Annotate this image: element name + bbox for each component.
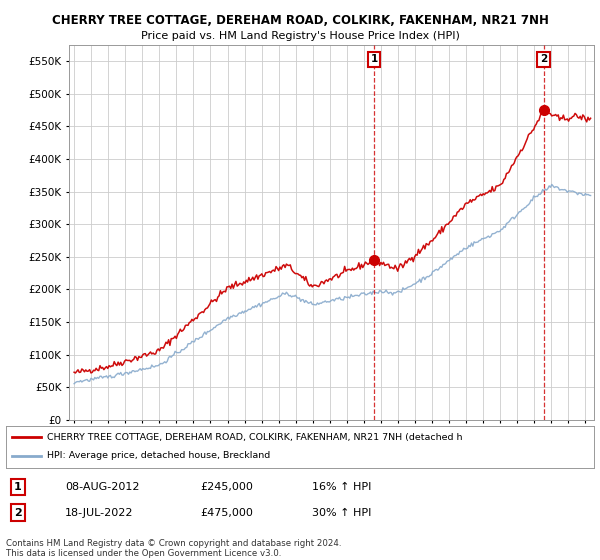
Text: 1: 1 [370,54,378,64]
Text: 2: 2 [540,54,547,64]
Text: CHERRY TREE COTTAGE, DEREHAM ROAD, COLKIRK, FAKENHAM, NR21 7NH: CHERRY TREE COTTAGE, DEREHAM ROAD, COLKI… [52,14,548,27]
Text: 30% ↑ HPI: 30% ↑ HPI [312,508,371,518]
Text: HPI: Average price, detached house, Breckland: HPI: Average price, detached house, Brec… [47,451,271,460]
Text: Price paid vs. HM Land Registry's House Price Index (HPI): Price paid vs. HM Land Registry's House … [140,31,460,41]
Text: 18-JUL-2022: 18-JUL-2022 [65,508,133,518]
Text: Contains HM Land Registry data © Crown copyright and database right 2024.: Contains HM Land Registry data © Crown c… [6,539,341,548]
Text: CHERRY TREE COTTAGE, DEREHAM ROAD, COLKIRK, FAKENHAM, NR21 7NH (detached h: CHERRY TREE COTTAGE, DEREHAM ROAD, COLKI… [47,433,463,442]
Text: 1: 1 [14,482,22,492]
Text: 16% ↑ HPI: 16% ↑ HPI [312,482,371,492]
Text: This data is licensed under the Open Government Licence v3.0.: This data is licensed under the Open Gov… [6,549,281,558]
Text: £245,000: £245,000 [200,482,253,492]
Text: 2: 2 [14,508,22,518]
Text: 08-AUG-2012: 08-AUG-2012 [65,482,139,492]
Text: £475,000: £475,000 [200,508,253,518]
